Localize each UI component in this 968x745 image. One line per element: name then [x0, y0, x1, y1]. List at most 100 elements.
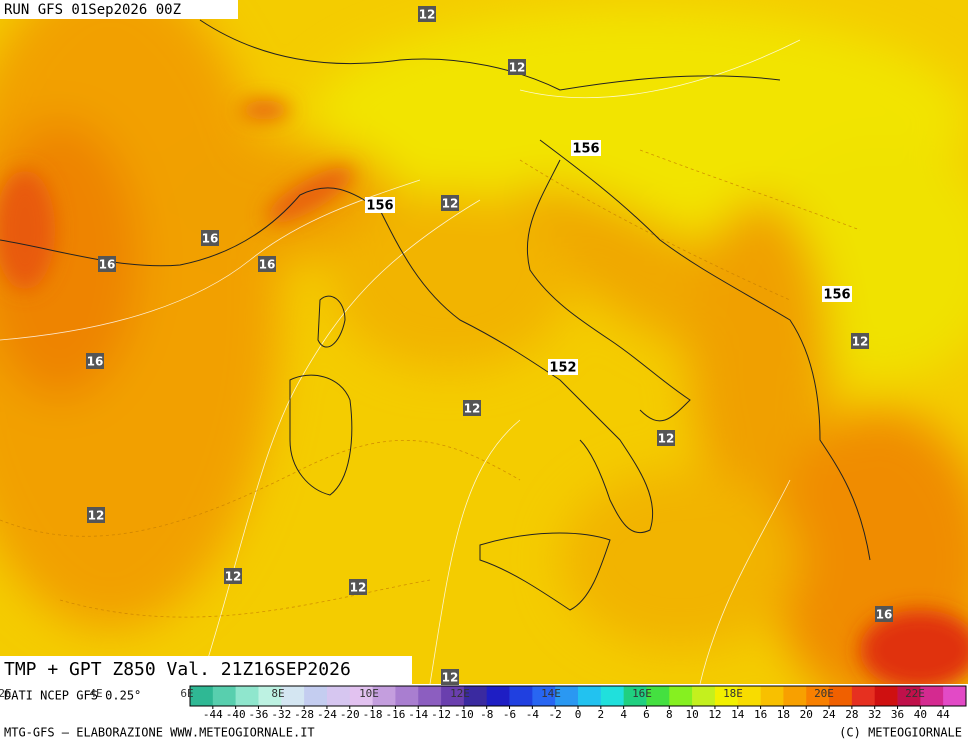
color-bar-label: -32 [271, 708, 291, 721]
run-label: RUN GFS 01Sep2026 00Z [4, 2, 181, 18]
longitude-label: 6E [180, 687, 193, 700]
longitude-label: 18E [723, 687, 743, 700]
color-swatch [258, 686, 282, 706]
color-swatch [281, 686, 305, 706]
longitude-label: 12E [450, 687, 470, 700]
map-field [0, 0, 968, 684]
temperature-label-box [418, 6, 436, 22]
source-label: DATI NCEP GFS 0.25° [4, 689, 141, 703]
temperature-label-box [224, 568, 242, 584]
longitude-label: 10E [359, 687, 379, 700]
color-bar-label: -10 [454, 708, 474, 721]
color-bar-label: -40 [226, 708, 246, 721]
color-bar: -44 -40 -36 -32 -28 -24 -20 -18 -16 -14 -12 -10 -8 -6… [189, 685, 967, 721]
temperature-label: 12 [442, 671, 459, 685]
footer-title: TMP + GPT Z850 Val. 21Z16SEP2026 [4, 659, 351, 680]
temperature-label-box [258, 256, 276, 272]
longitude-label: 22E [905, 687, 925, 700]
color-swatch [692, 686, 716, 706]
temperature-label: 12 [225, 570, 242, 584]
color-swatch [646, 686, 670, 706]
color-swatch [806, 686, 830, 706]
geopotential-label: 152 [549, 361, 576, 376]
temperature-label-box [875, 606, 893, 622]
temperature-label: 12 [419, 8, 436, 22]
color-swatch [395, 686, 419, 706]
color-bar-label: 20 [800, 708, 813, 721]
temperature-label-box [86, 353, 104, 369]
color-swatch [463, 686, 488, 706]
color-bar-label: 36 [891, 708, 904, 721]
color-bar-label: 28 [845, 708, 858, 721]
temperature-label-box [657, 430, 675, 446]
color-bar-label: 32 [868, 708, 881, 721]
footer-box [0, 656, 412, 684]
color-swatch [532, 686, 556, 706]
color-bar-label: -44 [203, 708, 223, 721]
contours-dashed [0, 149, 861, 618]
color-bar-label: -14 [408, 708, 428, 721]
temperature-label: 12 [350, 581, 367, 595]
longitude-label: 16E [632, 687, 652, 700]
color-swatch [714, 686, 739, 706]
color-bar-label: 14 [731, 708, 745, 721]
color-bar-label: 0 [575, 708, 582, 721]
color-swatch [486, 686, 510, 706]
temperature-label-box [463, 400, 481, 416]
color-bar-label: -24 [317, 708, 337, 721]
color-swatch [851, 686, 876, 706]
color-bar-label: 8 [666, 708, 673, 721]
longitude-label: 14E [541, 687, 561, 700]
temperature-label-box [87, 507, 105, 523]
color-swatch [235, 686, 259, 706]
color-swatch [829, 686, 853, 706]
color-swatch [669, 686, 693, 706]
color-bar-label: -12 [431, 708, 451, 721]
credit-label: MTG-GFS — ELABORAZIONE WWW.METEOGIORNALE… [4, 726, 315, 740]
color-swatch [326, 686, 351, 706]
temperature-label: 12 [464, 402, 481, 416]
color-swatch [737, 686, 761, 706]
color-bar-label: -2 [549, 708, 562, 721]
longitude-label: 8E [271, 687, 284, 700]
temperature-label-box [508, 59, 526, 75]
header-box [0, 0, 238, 19]
color-swatch [304, 686, 328, 706]
color-swatch [555, 686, 579, 706]
color-swatch [190, 686, 214, 706]
color-bar-label: -36 [249, 708, 269, 721]
temperature-label-box [851, 333, 869, 349]
temperature-label-box [98, 256, 116, 272]
color-swatch [372, 686, 396, 706]
color-bar-label: -18 [363, 708, 383, 721]
coastlines [0, 19, 871, 611]
color-bar-label: -6 [503, 708, 516, 721]
temperature-label: 16 [202, 232, 219, 246]
geopotential-label-box [365, 197, 395, 213]
color-bar-label: 44 [937, 708, 951, 721]
color-bar-label: 6 [643, 708, 650, 721]
color-bar-label: 2 [598, 708, 605, 721]
color-swatch [783, 686, 807, 706]
temperature-label-box [441, 669, 459, 685]
temperature-label-box [201, 230, 219, 246]
temperature-label: 16 [99, 258, 116, 272]
color-swatch [600, 686, 624, 706]
color-bar-label: 40 [914, 708, 927, 721]
color-swatch [578, 686, 602, 706]
geopotential-label: 156 [572, 142, 599, 157]
color-bar-label: -20 [340, 708, 360, 721]
color-bar-label: 4 [620, 708, 627, 721]
temperature-label-box [349, 579, 367, 595]
copyright-label: (C) METEOGIORNALE [839, 726, 962, 740]
temperature-label: 16 [876, 608, 893, 622]
color-bar-label: 12 [708, 708, 721, 721]
temperature-label: 16 [259, 258, 276, 272]
temperature-label: 12 [509, 61, 526, 75]
temperature-label: 12 [852, 335, 869, 349]
color-bar-label: 18 [777, 708, 790, 721]
color-bar-label: 10 [685, 708, 698, 721]
color-bar-label: -16 [385, 708, 405, 721]
longitude-label: 4E [89, 687, 102, 700]
color-swatch [418, 686, 442, 706]
